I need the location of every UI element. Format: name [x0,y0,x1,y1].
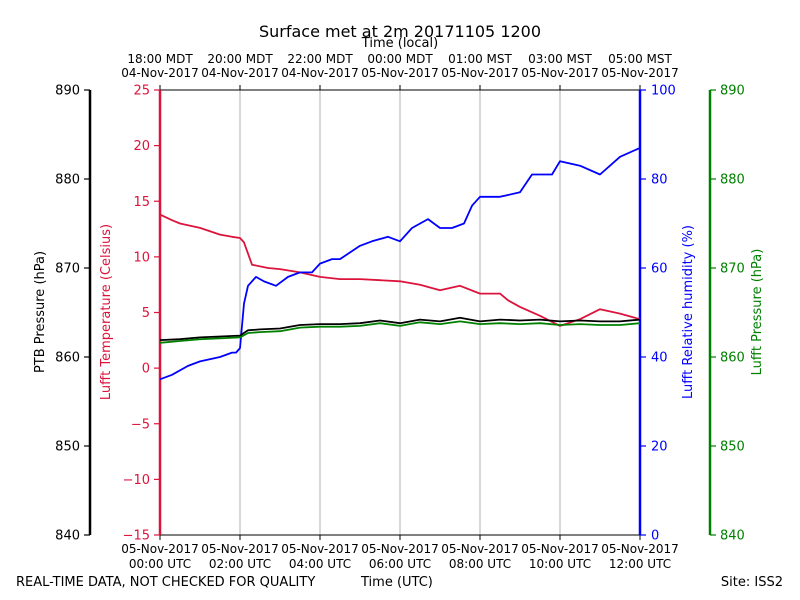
lp-tick-label: 850 [720,440,745,455]
temp-tick-label: 0 [142,362,150,377]
rh-axis-title: Lufft Relative humidity (%) [681,225,696,399]
top-tick-label-date: 04-Nov-2017 [121,66,199,80]
quality-disclaimer: REAL-TIME DATA, NOT CHECKED FOR QUALITY [16,575,316,590]
temp-axis-title: Lufft Temperature (Celsius) [99,224,114,400]
chart-title: Surface met at 2m 20171105 1200 [259,22,541,41]
series-line-ptb-pressure [159,316,641,341]
ptb-tick-label: 870 [55,262,80,277]
site-label: Site: ISS2 [720,575,783,590]
series-line-lufft-relative-humidity [159,147,641,381]
series-line-lufft-temperature [159,213,641,327]
temp-tick-label: −15 [123,529,150,544]
x-tick-label-date: 05-Nov-2017 [281,542,359,556]
lp-tick-label: 880 [720,173,745,188]
rh-tick-label: 40 [651,351,668,366]
x-tick-label-time: 08:00 UTC [449,557,511,571]
ptb-tick-label: 850 [55,440,80,455]
x-tick-label-date: 05-Nov-2017 [601,542,679,556]
lp-tick-label: 890 [720,84,745,99]
top-tick-label-time: 20:00 MDT [207,52,273,66]
x-tick-label-time: 12:00 UTC [609,557,671,571]
x-tick-label-time: 02:00 UTC [209,557,271,571]
lp-axis-title: Lufft Pressure (hPa) [750,249,765,376]
x-tick-label-time: 06:00 UTC [369,557,431,571]
x-tick-label-date: 05-Nov-2017 [361,542,439,556]
x-tick-label-date: 05-Nov-2017 [121,542,199,556]
x-tick-label-date: 05-Nov-2017 [201,542,279,556]
x-tick-label-time: 00:00 UTC [129,557,191,571]
rh-tick-label: 100 [651,84,676,99]
top-axis-label: Time (local) [361,36,438,51]
temp-tick-label: −10 [123,473,150,488]
x-tick-label-date: 05-Nov-2017 [521,542,599,556]
ptb-tick-label: 880 [55,173,80,188]
top-tick-label-date: 05-Nov-2017 [361,66,439,80]
top-tick-label-time: 03:00 MST [528,52,592,66]
top-tick-label-time: 05:00 MST [608,52,672,66]
temp-tick-label: 25 [133,84,150,99]
top-tick-label-time: 22:00 MDT [287,52,353,66]
temp-tick-label: 10 [133,250,150,265]
top-tick-label-date: 04-Nov-2017 [201,66,279,80]
footer-time-label: Time (UTC) [361,575,433,590]
series-line-lufft-pressure [159,320,641,344]
ptb-tick-label: 860 [55,351,80,366]
rh-tick-label: 0 [651,529,659,544]
ptb-tick-label: 840 [55,529,80,544]
ptb-tick-label: 890 [55,84,80,99]
lp-tick-label: 870 [720,262,745,277]
x-tick-label-time: 04:00 UTC [289,557,351,571]
temp-tick-label: 20 [133,139,150,154]
temp-tick-label: 15 [133,195,150,210]
rh-tick-label: 20 [651,440,668,455]
temp-tick-label: 5 [142,306,150,321]
temp-tick-label: −5 [131,417,150,432]
x-tick-label-time: 10:00 UTC [529,557,591,571]
ptb-axis-title: PTB Pressure (hPa) [33,251,48,373]
top-tick-label-date: 05-Nov-2017 [521,66,599,80]
top-tick-label-time: 00:00 MDT [367,52,433,66]
top-tick-label-date: 04-Nov-2017 [281,66,359,80]
top-tick-label-date: 05-Nov-2017 [441,66,519,80]
lp-tick-label: 860 [720,351,745,366]
rh-tick-label: 80 [651,173,668,188]
top-tick-label-time: 18:00 MDT [127,52,193,66]
top-tick-label-time: 01:00 MST [448,52,512,66]
x-tick-label-date: 05-Nov-2017 [441,542,519,556]
top-tick-label-date: 05-Nov-2017 [601,66,679,80]
lp-tick-label: 840 [720,529,745,544]
rh-tick-label: 60 [651,262,668,277]
